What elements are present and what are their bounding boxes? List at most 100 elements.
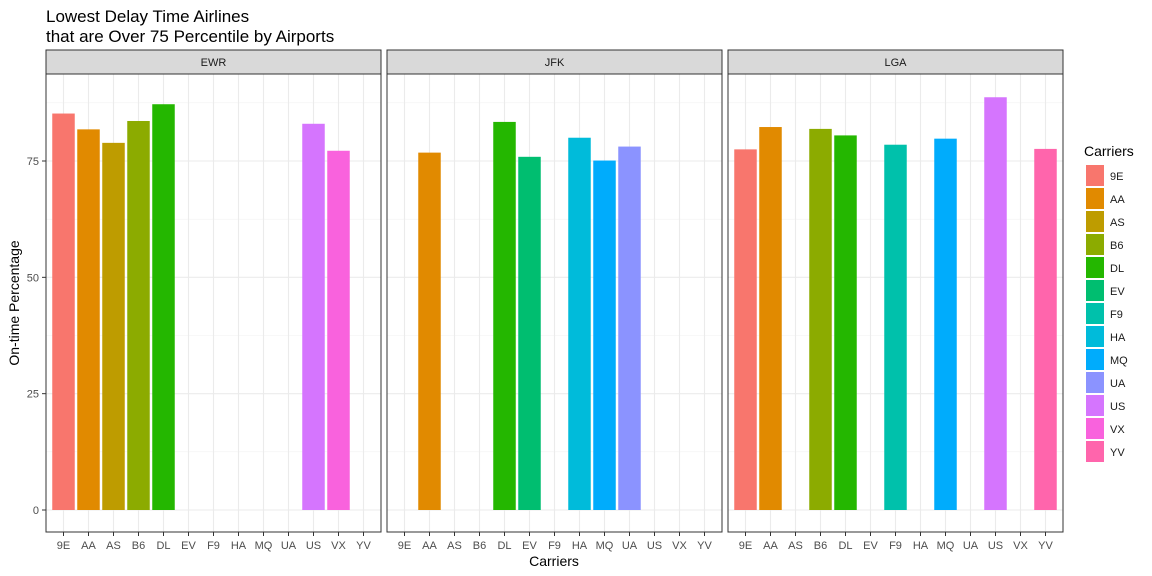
legend-key-as <box>1086 211 1104 232</box>
x-tick-label: DL <box>838 540 852 552</box>
x-tick-label: YV <box>697 540 712 552</box>
x-tick-label: F9 <box>889 540 902 552</box>
bar-jfk-ev <box>518 156 541 510</box>
bar-ewr-aa <box>77 129 100 510</box>
x-tick-label: AS <box>788 540 803 552</box>
legend-key-yv <box>1086 441 1104 462</box>
bar-ewr-as <box>102 142 125 511</box>
facet-strip-label: EWR <box>201 57 227 69</box>
facet-strip-label: JFK <box>545 57 565 69</box>
x-tick-label: US <box>306 540 321 552</box>
facet-panel-ewr: EWR 9E AA AS B6 DL EV F9 HA MQ UA US VX YV <box>45 49 382 552</box>
bar-lga-aa <box>759 127 782 510</box>
x-tick-label: VX <box>1013 540 1028 552</box>
bar-lga-us <box>984 97 1007 511</box>
bar-ewr-us <box>302 123 325 511</box>
x-tick-label: US <box>647 540 662 552</box>
legend-label-as: AS <box>1110 217 1125 229</box>
x-tick-label: F9 <box>548 540 561 552</box>
legend-label-f9: F9 <box>1110 309 1123 321</box>
chart-title-line-2: that are Over 75 Percentile by Airports <box>46 27 334 46</box>
legend-key-vx <box>1086 418 1104 439</box>
legend-label-ha: HA <box>1110 332 1126 344</box>
legend-label-mq: MQ <box>1110 355 1128 367</box>
bar-ewr-vx <box>327 150 350 510</box>
bar-lga-dl <box>834 135 857 510</box>
facet-strip <box>727 49 1064 75</box>
legend-key-mq <box>1086 349 1104 370</box>
facet-strip-label: LGA <box>884 57 907 69</box>
facet-strip <box>45 49 382 75</box>
x-tick-label: HA <box>572 540 588 552</box>
x-tick-label: YV <box>356 540 371 552</box>
x-tick-label: AS <box>106 540 121 552</box>
legend-title: Carriers <box>1084 143 1134 159</box>
y-tick-label: 25 <box>27 389 39 401</box>
legend-key-f9 <box>1086 303 1104 324</box>
x-tick-label: DL <box>156 540 170 552</box>
x-tick-label: 9E <box>739 540 752 552</box>
legend-label-ua: UA <box>1110 378 1126 390</box>
x-tick-label: DL <box>497 540 511 552</box>
x-tick-label: VX <box>672 540 687 552</box>
legend-key-9e <box>1086 165 1104 186</box>
x-tick-label: MQ <box>255 540 273 552</box>
legend-label-b6: B6 <box>1110 240 1123 252</box>
x-tick-label: 9E <box>57 540 70 552</box>
bar-jfk-ua <box>618 146 641 511</box>
bar-jfk-mq <box>593 160 616 510</box>
x-tick-label: YV <box>1038 540 1053 552</box>
y-axis-title: On-time Percentage <box>6 240 22 365</box>
legend-key-aa <box>1086 188 1104 209</box>
x-tick-label: AA <box>422 540 437 552</box>
facet-panel-jfk: JFK 9E AA AS B6 DL EV F9 HA MQ UA US VX YV <box>386 49 723 552</box>
legend-key-ev <box>1086 280 1104 301</box>
x-tick-label: B6 <box>473 540 486 552</box>
x-tick-label: AS <box>447 540 462 552</box>
bar-jfk-aa <box>418 152 441 510</box>
bar-jfk-dl <box>493 121 516 511</box>
legend-label-us: US <box>1110 401 1125 413</box>
bar-lga-f9 <box>884 144 907 511</box>
y-tick-label: 75 <box>27 156 39 168</box>
legend-label-ev: EV <box>1110 286 1125 298</box>
x-axis-title: Carriers <box>529 553 579 569</box>
x-tick-label: UA <box>963 540 979 552</box>
bar-lga-mq <box>934 138 957 510</box>
x-tick-label: EV <box>181 540 196 552</box>
facet-panel-lga: LGA 9E AA AS B6 DL EV F9 HA MQ UA US VX YV <box>727 49 1064 552</box>
legend-key-ua <box>1086 372 1104 393</box>
x-tick-label: AA <box>763 540 778 552</box>
x-tick-label: MQ <box>596 540 614 552</box>
bar-ewr-b6 <box>127 120 150 511</box>
legend-label-yv: YV <box>1110 447 1125 459</box>
x-tick-label: B6 <box>132 540 145 552</box>
y-axis: 0 25 50 75 <box>27 156 46 517</box>
legend-key-ha <box>1086 326 1104 347</box>
legend: Carriers 9E AA AS B6 DL EV F9 HA MQ UA US VX YV <box>1084 143 1134 462</box>
x-tick-label: AA <box>81 540 96 552</box>
facet-panels: EWR 9E AA AS B6 DL EV F9 HA MQ UA US VX YV JFK 9E AA AS B6… <box>45 49 1064 552</box>
legend-label-vx: VX <box>1110 424 1125 436</box>
bar-ewr-dl <box>152 104 175 510</box>
bar-lga-b6 <box>809 128 832 510</box>
legend-key-us <box>1086 395 1104 416</box>
chart-title-line-1: Lowest Delay Time Airlines <box>46 7 249 26</box>
legend-key-dl <box>1086 257 1104 278</box>
legend-label-dl: DL <box>1110 263 1124 275</box>
x-tick-label: MQ <box>937 540 955 552</box>
bar-lga-9e <box>734 149 757 510</box>
x-tick-label: US <box>988 540 1003 552</box>
x-tick-label: EV <box>863 540 878 552</box>
bar-ewr-9e <box>52 113 75 510</box>
legend-label-aa: AA <box>1110 194 1125 206</box>
y-tick-label: 0 <box>33 505 39 517</box>
bar-jfk-ha <box>568 137 591 510</box>
x-tick-label: HA <box>913 540 929 552</box>
y-tick-label: 50 <box>27 272 39 284</box>
x-tick-label: UA <box>281 540 297 552</box>
x-tick-label: VX <box>331 540 346 552</box>
legend-key-b6 <box>1086 234 1104 255</box>
legend-label-9e: 9E <box>1110 171 1123 183</box>
